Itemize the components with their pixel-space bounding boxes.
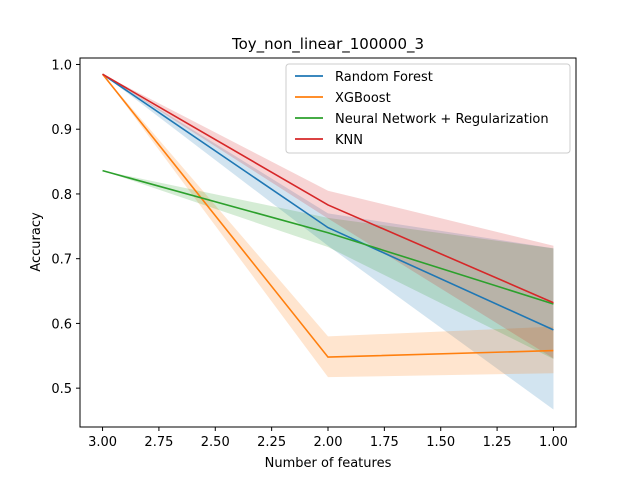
legend-box [285, 63, 571, 154]
x-tick-label: 2.50 [201, 435, 230, 450]
y-axis-label: Accuracy [29, 212, 44, 272]
y-tick-label: 1.0 [51, 58, 72, 73]
random-forest-line [102, 73, 554, 331]
xgboost-line [101, 73, 554, 358]
series-lines [101, 73, 554, 358]
y-axis-ticks: 0.5 0.6 0.7 0.8 0.9 1.0 [51, 58, 80, 397]
y-tick-label: 0.8 [51, 188, 72, 203]
legend-label: Random Forest [335, 70, 433, 85]
x-tick-label: 2.00 [314, 435, 343, 450]
x-axis-ticks: 3.00 2.75 2.50 2.25 2.00 1.75 1.50 1.25 1.00 [88, 427, 568, 450]
y-tick-label: 0.6 [51, 317, 72, 332]
legend-label: KNN [335, 133, 363, 148]
x-tick-label: 1.75 [370, 435, 399, 450]
knn-band [102, 74, 554, 359]
x-axis-label: Number of features [265, 456, 392, 471]
neural-network-regularization-line [102, 169, 554, 305]
knn-line [102, 73, 554, 304]
legend-label: XGBoost [335, 91, 391, 106]
x-tick-label: 1.50 [426, 435, 455, 450]
x-tick-label: 1.25 [483, 435, 512, 450]
x-tick-label: 2.75 [144, 435, 173, 450]
y-tick-label: 0.7 [51, 253, 72, 268]
random-forest-band [102, 74, 554, 410]
x-tick-label: 1.00 [539, 435, 568, 450]
x-tick-label: 3.00 [88, 435, 117, 450]
neural-network-regularization-band [102, 170, 554, 360]
y-tick-label: 0.5 [51, 382, 72, 397]
xgboost-band [102, 74, 554, 378]
chart-title: Toy_non_linear_100000_3 [231, 35, 424, 54]
legend: Random Forest XGBoost Neural Network + Reg… [285, 63, 571, 154]
x-tick-label: 2.25 [257, 435, 286, 450]
legend-label: Neural Network + Regularization [335, 112, 549, 127]
confidence-bands [102, 74, 554, 410]
y-tick-label: 0.9 [51, 123, 72, 138]
